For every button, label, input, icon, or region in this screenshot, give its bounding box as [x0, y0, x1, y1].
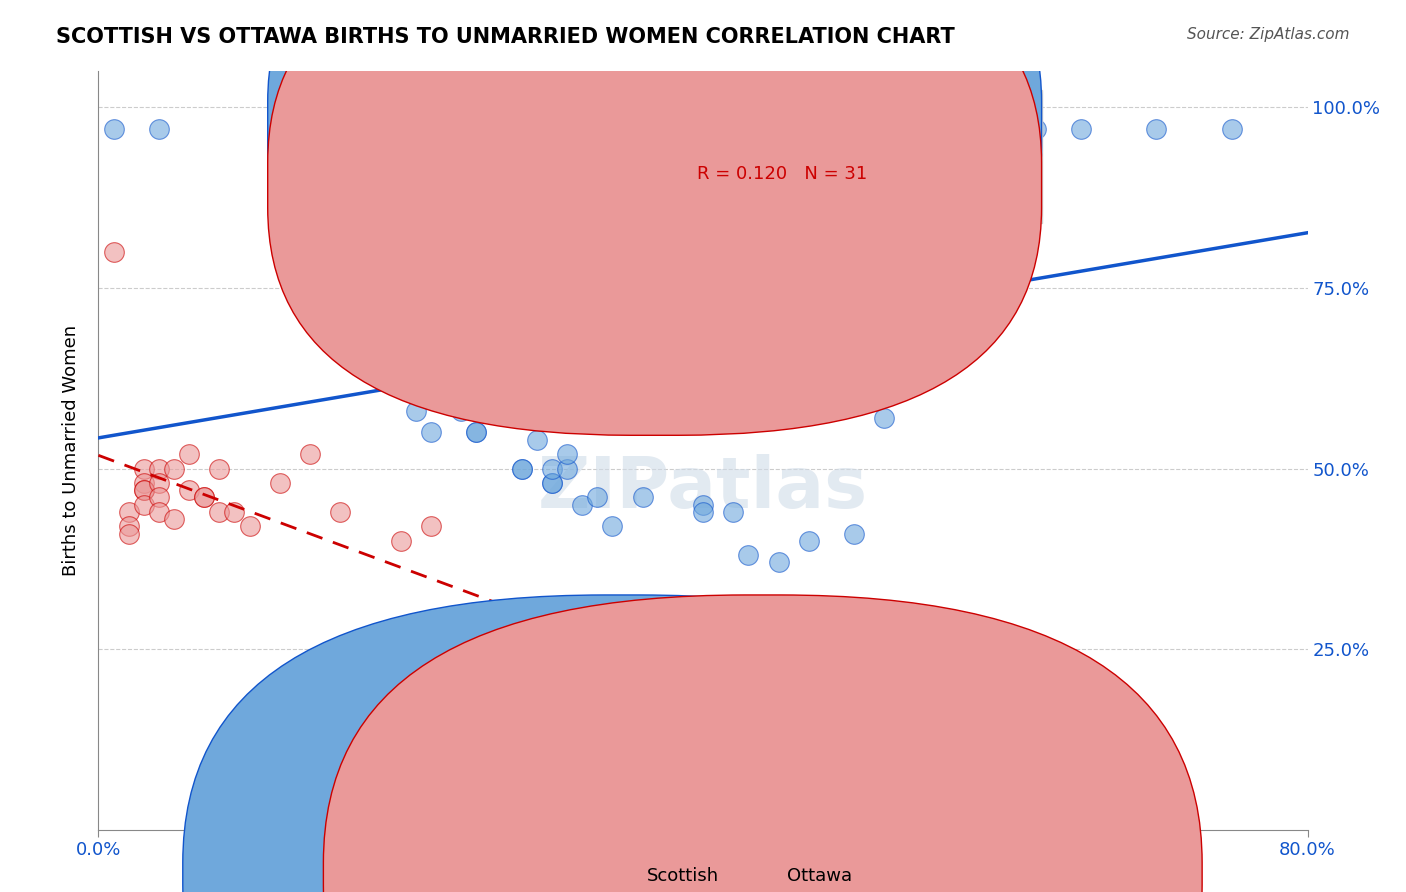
Point: [118, 526, 141, 541]
Point: [148, 505, 170, 519]
Point: [450, 375, 472, 389]
Point: [1070, 122, 1092, 136]
Point: [132, 483, 155, 498]
Point: [1024, 122, 1046, 136]
Point: [692, 505, 714, 519]
Point: [979, 122, 1001, 136]
Point: [148, 491, 170, 505]
Point: [904, 122, 927, 136]
Point: [555, 461, 578, 475]
Point: [526, 433, 548, 447]
Point: [269, 475, 291, 490]
Point: [163, 461, 186, 475]
Point: [103, 122, 125, 136]
Text: R = 0.610   N = 48: R = 0.610 N = 48: [697, 112, 868, 129]
Point: [692, 498, 714, 512]
Point: [132, 483, 155, 498]
Point: [239, 519, 262, 533]
FancyBboxPatch shape: [267, 0, 1042, 435]
Point: [540, 649, 562, 664]
Point: [465, 425, 488, 440]
Point: [602, 519, 624, 533]
Point: [450, 613, 472, 627]
Point: [420, 122, 443, 136]
Point: [540, 461, 562, 475]
Y-axis label: Births to Unmarried Women: Births to Unmarried Women: [62, 325, 80, 576]
Point: [224, 505, 246, 519]
Point: [132, 498, 155, 512]
Point: [389, 122, 412, 136]
FancyBboxPatch shape: [267, 0, 1042, 375]
Text: Source: ZipAtlas.com: Source: ZipAtlas.com: [1187, 27, 1350, 42]
Point: [163, 512, 186, 526]
Point: [148, 122, 170, 136]
Point: [420, 122, 443, 136]
Point: [420, 519, 443, 533]
Point: [510, 461, 533, 475]
Point: [193, 491, 215, 505]
Point: [889, 122, 911, 136]
Text: SCOTTISH VS OTTAWA BIRTHS TO UNMARRIED WOMEN CORRELATION CHART: SCOTTISH VS OTTAWA BIRTHS TO UNMARRIED W…: [56, 27, 955, 46]
Point: [768, 555, 790, 569]
Point: [389, 533, 412, 548]
Point: [631, 491, 654, 505]
Point: [723, 505, 745, 519]
Point: [148, 461, 170, 475]
Point: [586, 491, 609, 505]
Text: ZIPatlas: ZIPatlas: [538, 454, 868, 523]
Point: [571, 498, 593, 512]
Point: [965, 122, 987, 136]
Point: [179, 447, 201, 461]
Point: [1144, 122, 1167, 136]
Point: [994, 288, 1017, 302]
Point: [661, 368, 683, 382]
Point: [465, 425, 488, 440]
Point: [329, 505, 352, 519]
Point: [540, 475, 562, 490]
Point: [314, 260, 336, 274]
Point: [510, 461, 533, 475]
Point: [904, 122, 927, 136]
Point: [132, 475, 155, 490]
Point: [118, 505, 141, 519]
Point: [360, 635, 382, 649]
Point: [208, 461, 231, 475]
Point: [179, 483, 201, 498]
Point: [405, 403, 427, 417]
Point: [495, 353, 517, 368]
Point: [118, 519, 141, 533]
Point: [193, 491, 215, 505]
Text: Ottawa: Ottawa: [787, 867, 852, 885]
Point: [949, 122, 972, 136]
Point: [481, 332, 503, 346]
Point: [737, 548, 759, 562]
Point: [1010, 122, 1032, 136]
Point: [148, 475, 170, 490]
Point: [420, 425, 443, 440]
Text: Scottish: Scottish: [647, 867, 718, 885]
Point: [132, 461, 155, 475]
Text: R = 0.120   N = 31: R = 0.120 N = 31: [697, 165, 868, 183]
Point: [844, 526, 866, 541]
Point: [344, 317, 367, 331]
Point: [1220, 122, 1243, 136]
Point: [540, 475, 562, 490]
Point: [450, 403, 472, 417]
FancyBboxPatch shape: [595, 90, 1042, 223]
Point: [873, 411, 896, 425]
Point: [299, 447, 322, 461]
Point: [208, 505, 231, 519]
Point: [103, 244, 125, 259]
Point: [797, 533, 820, 548]
Point: [555, 447, 578, 461]
